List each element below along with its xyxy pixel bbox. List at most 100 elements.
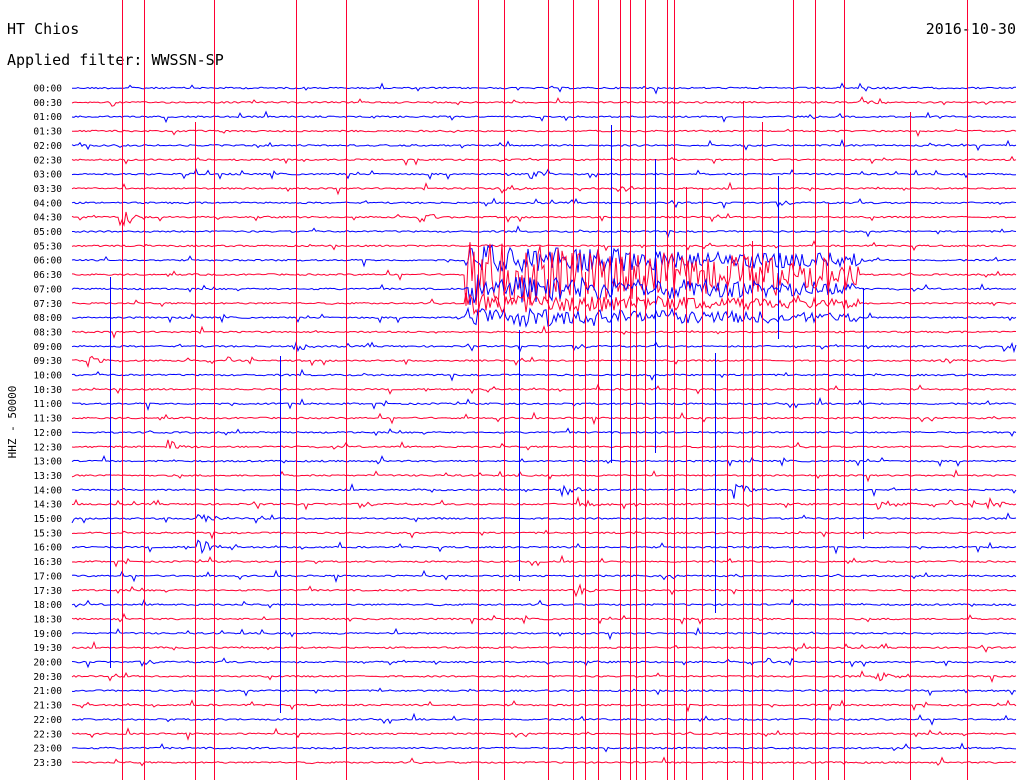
trace-line (71, 138, 1017, 152)
trace-line (71, 411, 1017, 426)
row-label: 15:00 (33, 514, 62, 525)
trace-line (71, 168, 1017, 180)
row-label: 20:00 (33, 658, 62, 669)
row-label: 23:30 (33, 758, 62, 769)
trace-line (71, 539, 1017, 555)
row-labels: 00:00 00:30 01:00 01:30 02:00 02:30 03:00 03:30… (33, 84, 62, 769)
trace-line (71, 569, 1017, 584)
row-label: 19:30 (33, 643, 62, 654)
row-label: 22:30 (33, 729, 62, 740)
trace-line (72, 225, 1017, 239)
row-label: 17:30 (33, 586, 62, 597)
trace-line (71, 242, 1017, 308)
row-label: 19:00 (33, 629, 62, 640)
trace-line (71, 687, 1017, 697)
trace-line (71, 455, 1017, 467)
trace-line (71, 483, 1017, 499)
trace-line (71, 712, 1017, 726)
row-label: 17:00 (33, 571, 62, 582)
trace-line (71, 583, 1017, 598)
row-label: 13:00 (33, 457, 62, 468)
row-label: 04:30 (33, 213, 62, 224)
trace-line (71, 627, 1016, 641)
trace-line (72, 355, 1016, 368)
row-label: 14:00 (33, 485, 62, 496)
row-label: 04:00 (33, 198, 62, 209)
trace-line (71, 340, 1017, 354)
trace-line (71, 699, 1017, 713)
row-label: 09:00 (33, 342, 62, 353)
trace-line (71, 439, 1017, 451)
row-label: 02:00 (33, 141, 62, 152)
station-title: HT Chios (7, 20, 80, 38)
row-label: 05:30 (33, 241, 62, 252)
trace-line (71, 512, 1017, 524)
row-label: 02:30 (33, 155, 62, 166)
traces (71, 82, 1017, 767)
row-label: 08:30 (33, 327, 62, 338)
trace-line (71, 368, 1017, 382)
row-label: 11:00 (33, 399, 62, 410)
row-label: 01:30 (33, 127, 62, 138)
row-label: 13:30 (33, 471, 62, 482)
row-label: 12:00 (33, 428, 62, 439)
trace-line (71, 325, 1017, 339)
trace-line (71, 96, 1017, 107)
row-label: 05:00 (33, 227, 62, 238)
trace-line (71, 383, 1017, 395)
trace-line (71, 598, 1017, 609)
row-label: 11:30 (33, 414, 62, 425)
y-axis-label: HHZ - 50000 (6, 386, 19, 459)
row-label: 14:30 (33, 500, 62, 511)
row-label: 07:00 (33, 284, 62, 295)
row-label: 07:30 (33, 299, 62, 310)
trace-line (71, 292, 1017, 317)
row-label: 01:00 (33, 112, 62, 123)
trace-line (71, 612, 1017, 625)
trace-line (71, 274, 1017, 305)
trace-line (71, 240, 1017, 252)
spikes (110, 0, 968, 780)
row-label: 18:00 (33, 600, 62, 611)
trace-line (71, 197, 1017, 210)
trace-line (71, 756, 1017, 767)
row-label: 00:00 (33, 84, 62, 95)
trace-line (71, 469, 1017, 483)
trace-line (71, 155, 1017, 167)
row-label: 23:00 (33, 744, 62, 755)
trace-line (71, 727, 1017, 741)
row-label: 03:30 (33, 184, 62, 195)
row-label: 21:30 (33, 701, 62, 712)
row-label: 18:30 (33, 614, 62, 625)
trace-line (71, 397, 1017, 412)
trace-line (71, 496, 1017, 511)
row-label: 12:30 (33, 442, 62, 453)
trace-line (71, 554, 1017, 568)
row-label: 21:00 (33, 686, 62, 697)
row-label: 09:30 (33, 356, 62, 367)
row-label: 10:00 (33, 371, 62, 382)
trace-line (71, 243, 1017, 274)
row-label: 10:30 (33, 385, 62, 396)
row-label: 06:30 (33, 270, 62, 281)
row-label: 03:00 (33, 170, 62, 181)
row-label: 15:30 (33, 528, 62, 539)
trace-line (71, 657, 1017, 669)
row-label: 16:00 (33, 543, 62, 554)
row-label: 06:00 (33, 256, 62, 267)
trace-line (72, 128, 1017, 138)
date-label: 2016-10-30 (925, 20, 1016, 38)
trace-line (71, 306, 1017, 328)
trace-line (71, 742, 1017, 753)
row-label: 20:30 (33, 672, 62, 683)
trace-line (71, 110, 1017, 124)
row-label: 22:00 (33, 715, 62, 726)
trace-line (71, 529, 1017, 540)
row-label: 00:30 (33, 98, 62, 109)
trace-line (71, 640, 1017, 653)
row-label: 16:30 (33, 557, 62, 568)
filter-label: Applied filter: WWSSN-SP (7, 51, 224, 69)
trace-line (71, 670, 1017, 683)
row-label: 08:00 (33, 313, 62, 324)
